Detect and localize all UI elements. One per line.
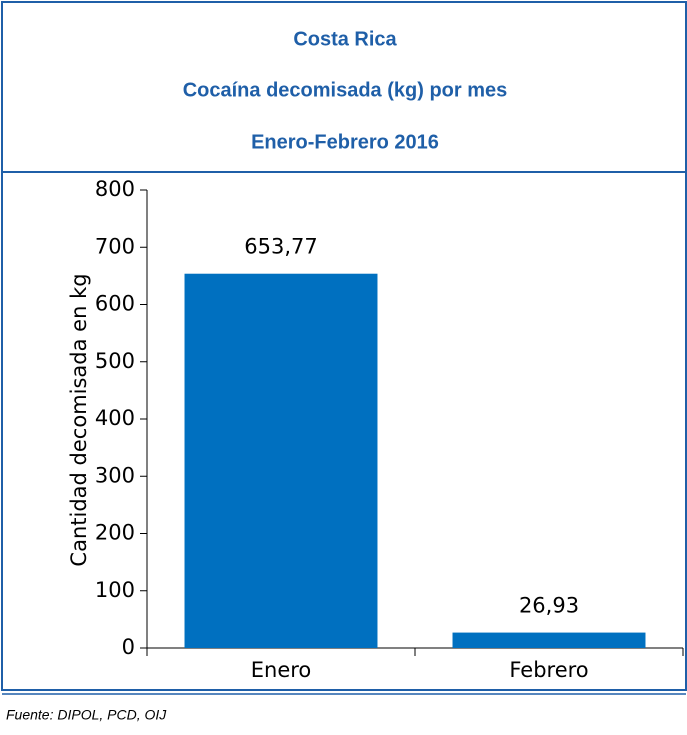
x-tick-label: Febrero — [509, 658, 588, 682]
y-axis-label: Cantidad decomisada en kg — [67, 273, 91, 566]
value-label: 26,93 — [519, 594, 579, 618]
bar — [452, 632, 646, 648]
y-tick-label: 200 — [95, 521, 135, 545]
y-tick-label: 700 — [95, 234, 135, 258]
y-tick-label: 600 — [95, 292, 135, 316]
y-tick-label: 800 — [95, 177, 135, 201]
y-tick-label: 100 — [95, 578, 135, 602]
chart-title: Costa Rica — [293, 28, 397, 50]
y-tick-label: 500 — [95, 349, 135, 373]
x-tick-label: Enero — [251, 658, 312, 682]
y-tick-label: 0 — [122, 635, 135, 659]
frame — [1, 1, 687, 691]
bar — [184, 273, 378, 648]
chart-period: Enero-Febrero 2016 — [251, 131, 439, 153]
value-label: 653,77 — [244, 235, 317, 259]
y-tick-label: 400 — [95, 406, 135, 430]
source: Fuente: DIPOL, PCD, OIJ — [6, 707, 167, 723]
chart-subtitle: Cocaína decomisada (kg) por mes — [183, 79, 508, 101]
y-tick-label: 300 — [95, 463, 135, 487]
